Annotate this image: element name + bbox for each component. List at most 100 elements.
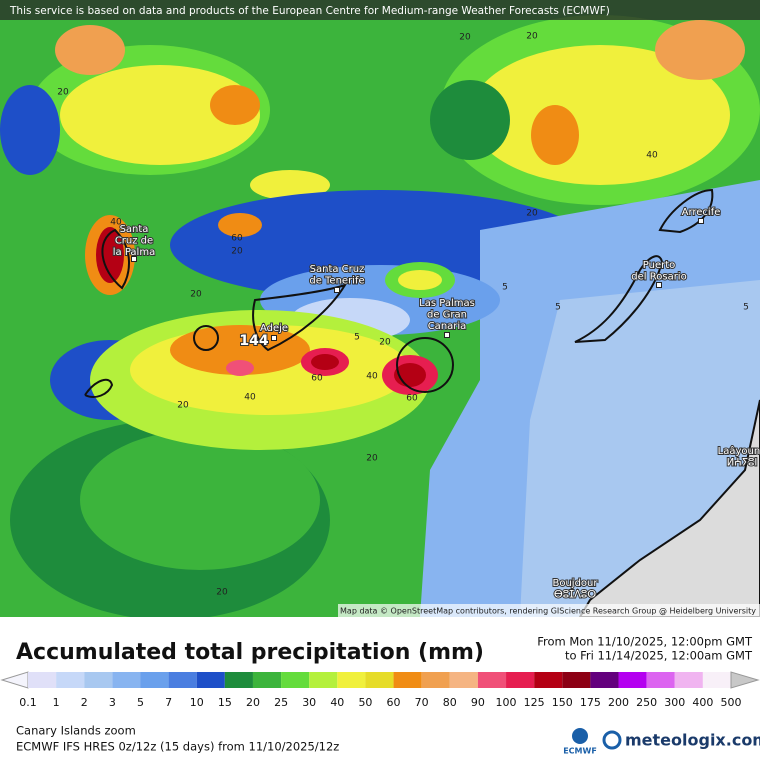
max-value: 144 xyxy=(239,333,268,349)
contour-label: 60 xyxy=(311,374,323,384)
colorbar-label: 20 xyxy=(246,696,260,709)
place-label: ⵍⵄⵢⵓⵏ xyxy=(727,458,758,469)
contour-labels: 20 20 20 40 20 40 60 20 20 5 5 5 5 20 60 40 40 20 60 20 20 xyxy=(57,32,749,598)
map-credit: Map data © OpenStreetMap contributors, r… xyxy=(340,607,756,616)
contour-label: 20 xyxy=(526,32,538,42)
place-label: de Gran xyxy=(427,310,467,321)
place-marker xyxy=(698,218,704,224)
colorbar-segment xyxy=(421,672,450,688)
contour-label: 5 xyxy=(743,303,749,313)
place-label: Las Palmas xyxy=(419,298,475,309)
site-icon xyxy=(602,730,622,750)
place-marker xyxy=(131,256,137,262)
contour-label: 20 xyxy=(459,33,471,43)
contour-label: 20 xyxy=(177,401,189,411)
colorbar-segment xyxy=(168,672,197,688)
place-label: Arrecife xyxy=(682,207,721,218)
contour-label: 20 xyxy=(231,247,243,257)
region: Canary Islands zoom xyxy=(16,724,136,738)
colorbar-segment xyxy=(646,672,675,688)
colorbar-segment xyxy=(702,672,731,688)
attribution-bar xyxy=(0,0,760,20)
period-to: to Fri 11/14/2025, 12:00am GMT xyxy=(565,649,753,663)
ecmwf-icon xyxy=(572,728,588,744)
colorbar-label: 125 xyxy=(524,696,545,709)
colorbar-label: 0.1 xyxy=(19,696,37,709)
contour-label: 40 xyxy=(244,393,256,403)
contour-label: 20 xyxy=(216,588,228,598)
place-marker xyxy=(656,282,662,288)
contour-label: 20 xyxy=(366,454,378,464)
period-from: From Mon 11/10/2025, 12:00pm GMT xyxy=(537,635,753,649)
contour-label: 5 xyxy=(555,303,561,313)
colorbar-segment xyxy=(674,672,703,688)
colorbar-segment xyxy=(562,672,591,688)
colorbar-label: 150 xyxy=(552,696,573,709)
colorbar-segment xyxy=(224,672,253,688)
colorbar-label: 50 xyxy=(358,696,372,709)
colorbar-segment xyxy=(84,672,113,688)
colorbar-label: 100 xyxy=(496,696,517,709)
colorbar-segment xyxy=(618,672,647,688)
colorbar-label: 7 xyxy=(165,696,172,709)
colorbar-label: 60 xyxy=(387,696,401,709)
colorbar-label: 400 xyxy=(692,696,713,709)
contour-label: 5 xyxy=(354,333,360,343)
colorbar-label: 25 xyxy=(274,696,288,709)
place-label: Adeje xyxy=(260,323,288,334)
colorbar-segment xyxy=(196,672,225,688)
colorbar-segment xyxy=(281,672,310,688)
contour-label: 20 xyxy=(57,88,69,98)
colorbar-segment xyxy=(534,672,563,688)
place-label: la Palma xyxy=(113,247,155,258)
colorbar-segment xyxy=(28,672,57,688)
colorbar-segment xyxy=(337,672,366,688)
contour-label: 40 xyxy=(366,372,378,382)
contour-label: 20 xyxy=(526,209,538,219)
colorbar-label: 3 xyxy=(109,696,116,709)
colorbar-label: 80 xyxy=(443,696,457,709)
place-label: Santa xyxy=(120,224,149,235)
place-label: ⴱⵓⵊⴷⵓⵔ xyxy=(554,590,596,601)
colorbar-segment xyxy=(393,672,422,688)
colorbar-label: 250 xyxy=(636,696,657,709)
ecmwf-logo: ECMWF xyxy=(563,747,597,756)
colorbar-segment xyxy=(112,672,141,688)
colorbar-label: 30 xyxy=(302,696,316,709)
colorbar-label: 40 xyxy=(330,696,344,709)
place-label: Puerto xyxy=(643,260,676,271)
colorbar-label: 2 xyxy=(81,696,88,709)
colorbar-label: 70 xyxy=(415,696,429,709)
colorbar-segment xyxy=(252,672,282,688)
attribution: This service is based on data and produc… xyxy=(9,5,610,17)
colorbar-label: 15 xyxy=(218,696,232,709)
contour-label: 60 xyxy=(406,394,418,404)
colorbar-segment xyxy=(309,672,338,688)
colorbar-label: 10 xyxy=(190,696,204,709)
colorbar-segment xyxy=(56,672,85,688)
legend-panel xyxy=(0,617,760,760)
colorbar: 0.1 1 2 3 5 7 10 15 20 25 30 40 50 60 70 80 90 100 125 150 1… xyxy=(0,671,760,709)
model: ECMWF IFS HRES 0z/12z (15 days) from 11/… xyxy=(16,740,339,754)
precip-field xyxy=(0,0,760,620)
contour-label: 20 xyxy=(190,290,202,300)
colorbar-segment xyxy=(590,672,619,688)
colorbar-label: 90 xyxy=(471,696,485,709)
colorbar-label: 1 xyxy=(53,696,60,709)
colorbar-arrow-high xyxy=(730,671,760,689)
title: Accumulated total precipitation (mm) xyxy=(16,640,484,665)
site-logo[interactable]: meteologix.com xyxy=(625,731,760,750)
colorbar-segment xyxy=(449,672,478,688)
credit-bar xyxy=(338,604,760,617)
place-label: Laâyoune xyxy=(718,445,760,457)
colorbar-label: 300 xyxy=(664,696,685,709)
contour-label: 40 xyxy=(646,151,658,161)
colorbar-segment xyxy=(365,672,394,688)
colorbar-segment xyxy=(477,672,507,688)
place-marker xyxy=(334,287,340,293)
place-label: Santa Cruz xyxy=(310,264,365,275)
contour-label: 20 xyxy=(379,338,391,348)
